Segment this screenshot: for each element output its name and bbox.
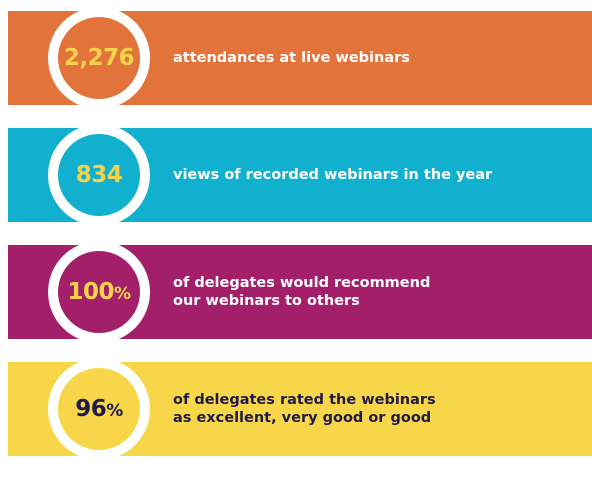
stat-circle-inner: 96% [58,368,140,450]
stat-value: 834 [75,162,123,188]
stat-label-line: of delegates would recommend [173,275,431,291]
stat-circle: 2,276 [48,7,150,109]
stat-label: views of recorded webinars in the year [173,128,572,222]
stat-value: 96% [75,396,123,422]
stat-circle: 96% [48,358,150,460]
stat-circle-inner: 2,276 [58,17,140,99]
stat-circle-inner: 834 [58,134,140,216]
stat-value: 2,276 [63,45,135,71]
stat-circle: 100% [48,241,150,343]
stat-label-line: of delegates rated the webinars [173,392,436,408]
stat-label-line: our webinars to others [173,293,360,309]
stat-circle: 834 [48,124,150,226]
stat-label: of delegates rated the webinars as excel… [173,362,572,456]
stat-label: of delegates would recommend our webinar… [173,245,572,339]
stat-band-live-attendances: 2,276 attendances at live webinars [8,7,592,109]
stat-label-line: as excellent, very good or good [173,410,432,426]
stat-circle-inner: 100% [58,251,140,333]
stat-band-recorded-views: 834 views of recorded webinars in the ye… [8,124,592,226]
stat-label-line: attendances at live webinars [173,50,410,66]
stat-label-line: views of recorded webinars in the year [173,167,493,183]
stat-label: attendances at live webinars [173,11,572,105]
stat-band-rating: 96% of delegates rated the webinars as e… [8,358,592,460]
stat-band-recommend: 100% of delegates would recommend our we… [8,241,592,343]
stat-value: 100% [67,279,131,305]
